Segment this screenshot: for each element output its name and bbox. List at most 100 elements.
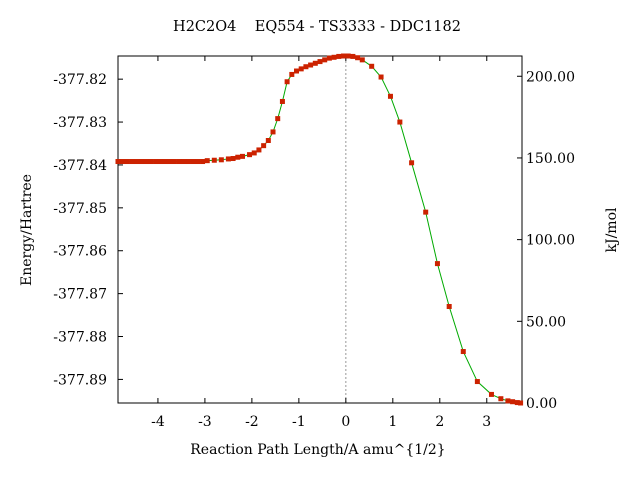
data-point <box>204 158 210 164</box>
data-point <box>397 119 403 125</box>
data-point <box>251 150 257 156</box>
data-point <box>195 159 201 165</box>
data-point <box>167 159 173 165</box>
data-point <box>120 159 126 165</box>
data-point <box>409 160 415 166</box>
data-point <box>185 159 191 165</box>
y-tick-label: -377.82 <box>53 72 107 88</box>
data-point <box>423 209 429 215</box>
data-point <box>355 55 361 61</box>
data-point <box>326 55 332 61</box>
y-axis-label: Energy/Hartree <box>19 174 35 286</box>
data-point <box>235 154 241 160</box>
data-point <box>275 116 281 122</box>
y2-tick-label: 100.00 <box>526 233 575 249</box>
x-tick-label: 0 <box>341 414 350 430</box>
y2-axis-ticks: 200.00 150.00 100.00 50.00 0.00 <box>517 69 575 412</box>
data-point <box>157 159 163 165</box>
data-point <box>345 53 351 59</box>
data-point <box>308 62 314 68</box>
data-point <box>518 400 524 406</box>
y-tick-label: -377.85 <box>53 201 107 217</box>
data-point <box>129 159 135 165</box>
plot-frame <box>117 55 523 404</box>
data-point <box>331 54 337 60</box>
data-point <box>148 159 154 165</box>
data-point <box>211 157 217 163</box>
data-point <box>190 159 196 165</box>
y-tick-label: -377.86 <box>53 244 107 260</box>
x-tick-label: 2 <box>435 414 444 430</box>
data-point <box>488 391 494 397</box>
y2-tick-label: 0.00 <box>526 396 557 412</box>
chart-title: H2C2O4 EQ554 - TS3333 - DDC1182 <box>173 19 461 35</box>
data-point <box>279 98 285 104</box>
x-tick-label: -4 <box>151 414 165 430</box>
data-point <box>322 57 328 63</box>
data-point <box>378 74 384 80</box>
data-point <box>256 147 262 153</box>
data-point <box>284 79 290 85</box>
data-point <box>303 64 309 70</box>
data-point <box>294 68 300 74</box>
data-point <box>289 71 295 77</box>
data-point <box>505 398 511 404</box>
data-point <box>446 303 452 309</box>
data-point <box>510 399 516 405</box>
y2-tick-label: 200.00 <box>526 69 575 85</box>
x-tick-label: -2 <box>245 414 259 430</box>
x-axis-ticks: -4 -3 -2 -1 0 1 2 3 <box>151 56 491 430</box>
energy-curve <box>118 55 521 404</box>
data-point <box>514 400 520 406</box>
data-point <box>171 159 177 165</box>
data-point <box>239 153 245 159</box>
x-tick-label: -3 <box>198 414 212 430</box>
data-point <box>230 156 236 162</box>
data-point <box>134 159 140 165</box>
data-point <box>336 53 342 59</box>
data-point <box>434 261 440 267</box>
data-points <box>115 53 524 406</box>
y-tick-label: -377.89 <box>53 372 107 388</box>
data-point <box>200 159 206 165</box>
y2-tick-label: 50.00 <box>526 314 566 330</box>
y2-axis-label: kJ/mol <box>604 207 620 253</box>
y-tick-label: -377.88 <box>53 330 107 346</box>
data-point <box>474 379 480 385</box>
x-axis-label: Reaction Path Length/A amu^{1/2} <box>190 442 445 458</box>
y-tick-label: -377.87 <box>53 287 107 303</box>
data-point <box>369 63 375 69</box>
y-tick-label: -377.83 <box>53 115 107 131</box>
data-point <box>143 159 149 165</box>
data-point <box>115 159 121 165</box>
data-point <box>225 156 231 162</box>
x-tick-label: 3 <box>482 414 491 430</box>
data-point <box>261 143 267 149</box>
data-point <box>498 396 504 402</box>
data-point <box>387 93 393 99</box>
data-point <box>181 159 187 165</box>
data-point <box>312 60 318 66</box>
data-point <box>359 57 365 63</box>
data-point <box>218 157 224 163</box>
data-point <box>340 53 346 59</box>
y-tick-label: -377.84 <box>53 158 107 174</box>
data-point <box>138 159 144 165</box>
data-point <box>124 159 130 165</box>
data-point <box>298 66 304 72</box>
data-point <box>176 159 182 165</box>
data-point <box>153 159 159 165</box>
x-tick-label: 1 <box>388 414 397 430</box>
data-point <box>247 152 253 158</box>
data-point <box>350 53 356 59</box>
data-point <box>265 138 271 143</box>
y-axis-ticks: -377.82 -377.83 -377.84 -377.85 -377.86 -377.… <box>53 72 123 388</box>
data-point <box>460 349 466 355</box>
data-point <box>162 159 168 165</box>
x-tick-label: -1 <box>292 414 306 430</box>
data-point <box>270 129 276 135</box>
data-point <box>317 59 323 65</box>
y2-tick-label: 150.00 <box>526 151 575 167</box>
